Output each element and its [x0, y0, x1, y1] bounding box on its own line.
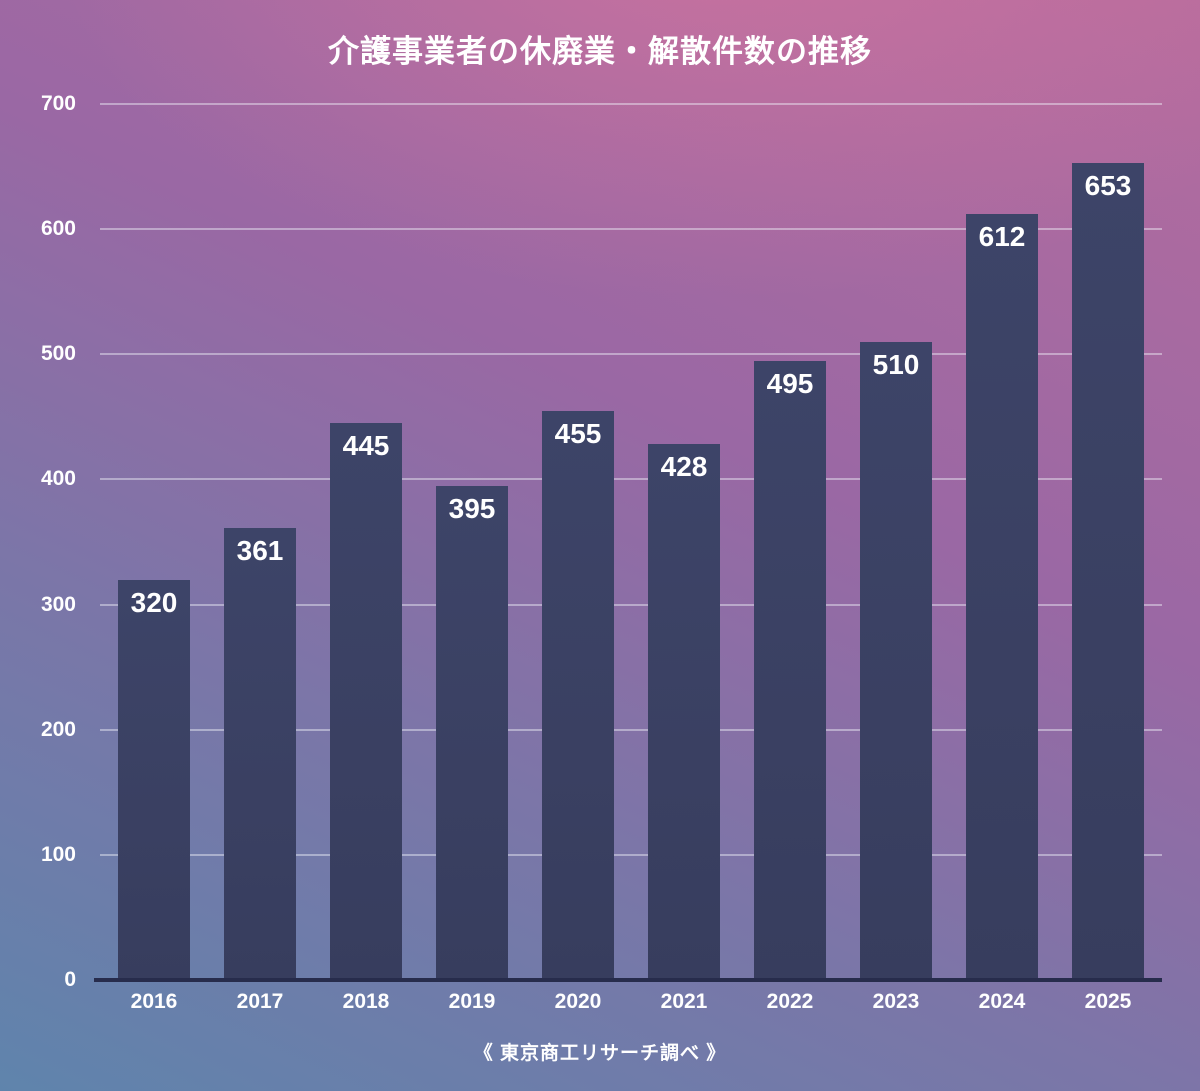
bar-value-label: 428	[660, 451, 708, 483]
x-tick-label: 2016	[130, 990, 178, 1013]
bar-value-label: 495	[766, 367, 814, 399]
y-tick-label: 0	[64, 968, 76, 991]
bar-2022: 495	[754, 360, 826, 980]
y-tick-label: 600	[40, 217, 76, 241]
bar-2023: 510	[860, 341, 932, 980]
bar-value-label: 653	[1084, 169, 1132, 201]
gridline	[100, 228, 1162, 231]
x-tick-label: 2020	[554, 990, 602, 1013]
y-tick-label: 300	[40, 592, 76, 616]
x-axis-line	[94, 978, 1162, 982]
bar-2019: 395	[436, 485, 508, 980]
y-tick-label: 100	[40, 842, 76, 866]
gridline	[100, 728, 1162, 731]
x-tick-label: 2017	[236, 990, 284, 1013]
x-tick-label: 2018	[342, 990, 390, 1013]
bar-value-label: 612	[978, 221, 1026, 253]
bar-2017: 361	[224, 528, 296, 980]
gridlines	[100, 103, 1162, 980]
y-tick-label: 500	[40, 342, 76, 366]
gridline	[100, 353, 1162, 356]
y-tick-label: 400	[40, 467, 76, 491]
bar-value-label: 320	[130, 586, 178, 618]
bar-2016: 320	[118, 579, 190, 980]
x-tick-label: 2022	[766, 990, 814, 1013]
x-tick-label: 2023	[872, 990, 920, 1013]
chart-title: 介護事業者の休廃業・解散件数の推移	[328, 34, 872, 69]
gridline	[100, 103, 1162, 105]
bar-value-label: 361	[236, 535, 284, 567]
bar-2025: 653	[1072, 162, 1144, 980]
bar-value-label: 455	[554, 417, 602, 449]
y-axis-labels: 0 100 200 300 400 500 600 700	[0, 92, 90, 991]
x-tick-label: 2025	[1084, 990, 1132, 1013]
bar-2020: 455	[542, 410, 614, 980]
x-tick-label: 2024	[978, 990, 1026, 1013]
x-tick-label: 2021	[660, 990, 708, 1013]
plot-area: 320 361 445 395 455 428 495 510 612 653 2016 2017 2…	[94, 103, 1162, 1013]
bar-2021: 428	[648, 444, 720, 980]
y-tick-label: 200	[40, 717, 76, 741]
y-tick-label: 700	[40, 92, 76, 115]
source-note: 《 東京商工リサーチ調べ 》	[473, 1043, 727, 1064]
bar-2024: 612	[966, 214, 1038, 980]
x-axis-labels: 2016 2017 2018 2019 2020 2021 2022 2023 2024 2025	[100, 990, 1162, 1014]
bar-value-label: 445	[342, 430, 390, 462]
gridline	[100, 853, 1162, 856]
bar-value-label: 510	[872, 348, 920, 380]
bar-2018: 445	[330, 423, 402, 980]
gridline	[100, 603, 1162, 606]
gridline	[100, 478, 1162, 481]
bar-value-label: 395	[448, 492, 496, 524]
x-tick-label: 2019	[448, 990, 496, 1013]
bars-container: 320 361 445 395 455 428 495 510 612 653	[100, 104, 1162, 980]
